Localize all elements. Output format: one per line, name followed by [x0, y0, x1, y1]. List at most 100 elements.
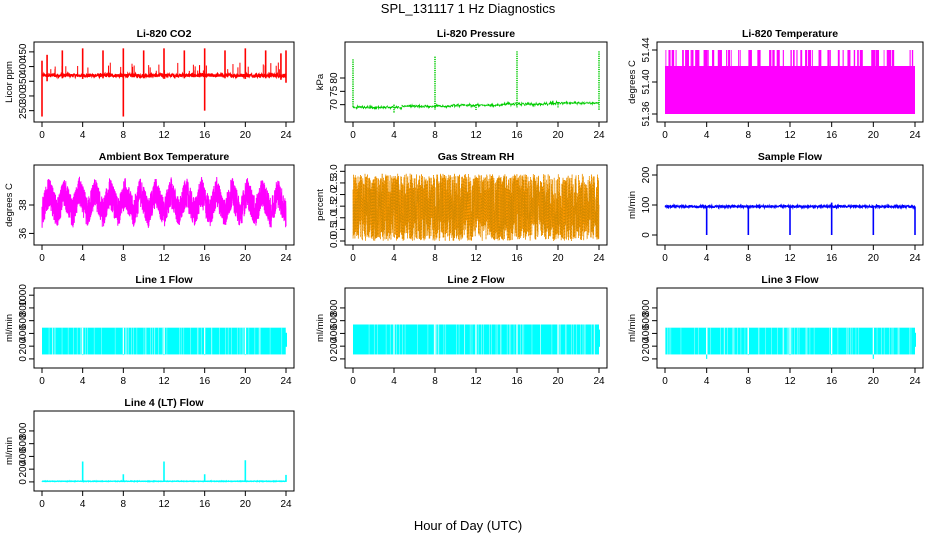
x-tick-label: 0 [350, 253, 356, 264]
temperature-spike [682, 50, 684, 114]
y-tick-label: 400 [18, 58, 29, 75]
y-tick-label: 36 [18, 227, 29, 239]
panel-4: 0 4 8 12 16 20 24 36 38 Ambient Box Temperature de… [4, 151, 295, 264]
temperature-spike [857, 50, 859, 114]
panel-title: Sample Flow [758, 151, 823, 163]
y-tick-label: 400 [18, 448, 29, 465]
temperature-spike [707, 50, 709, 114]
x-tick-label: 24 [909, 130, 921, 141]
x-tick-label: 24 [280, 499, 292, 510]
x-tick-label: 4 [80, 499, 86, 510]
temperature-spike [757, 50, 760, 114]
y-tick-label: 75 [329, 85, 340, 97]
temperature-spike [692, 50, 694, 114]
x-tick-label: 12 [470, 253, 482, 264]
y-tick-label: 600 [18, 312, 29, 329]
temperature-spike [705, 50, 708, 114]
x-tick-label: 20 [240, 253, 252, 264]
x-tick-label: 24 [909, 253, 921, 264]
y-tick-label: 0 [641, 232, 652, 238]
x-tick-label: 4 [704, 376, 710, 387]
x-tick-label: 4 [391, 376, 397, 387]
temperature-spike [739, 50, 741, 114]
y-tick-label: 70 [329, 99, 340, 111]
temperature-spike [887, 50, 890, 114]
temperature-spike [671, 50, 675, 114]
y-tick-label: 800 [329, 299, 340, 316]
temperature-spike [890, 50, 892, 114]
temperature-spike [892, 50, 895, 114]
temperature-spike [712, 50, 715, 114]
y-tick-label: 51.44 [641, 37, 652, 62]
x-tick-label: 24 [909, 376, 921, 387]
temperature-spike [758, 50, 761, 114]
panel-title: Li-820 CO2 [137, 28, 192, 40]
temperature-spike [668, 50, 671, 114]
y-tick-label: 800 [641, 299, 652, 316]
temperature-spike [695, 50, 698, 114]
x-tick-label: 16 [199, 130, 211, 141]
y-tick-label: 350 [18, 72, 29, 89]
panel-ylabel: ml/min [627, 314, 638, 342]
y-tick-label: 80 [329, 72, 340, 84]
x-tick-label: 4 [391, 253, 397, 264]
panel-ylabel: percent [315, 189, 326, 221]
series-line [41, 176, 287, 228]
x-tick-label: 12 [158, 253, 170, 264]
temperature-spike [738, 50, 740, 114]
y-tick-label: 51.40 [641, 69, 652, 94]
x-tick-label: 20 [552, 130, 564, 141]
x-tick-label: 0 [39, 253, 45, 264]
temperature-spike [829, 50, 831, 114]
temperature-spike [782, 50, 784, 114]
temperature-spike [912, 50, 914, 114]
x-tick-label: 20 [868, 253, 880, 264]
x-tick-label: 24 [593, 376, 605, 387]
temperature-spike [847, 50, 850, 114]
x-tick-label: 12 [784, 253, 796, 264]
x-tick-label: 8 [746, 376, 752, 387]
y-tick-label: 800 [18, 299, 29, 316]
temperature-spike [776, 50, 780, 114]
temperature-spike [888, 50, 891, 114]
y-tick-label: 3.0 [329, 164, 340, 178]
panel-ylabel: ml/min [4, 437, 15, 465]
temperature-spike [690, 50, 692, 114]
series-10 [41, 460, 287, 483]
x-tick-label: 0 [350, 130, 356, 141]
temperature-spike [805, 50, 808, 114]
panel-ylabel: Licor ppm [4, 61, 15, 103]
panel-ylabel: ml/min [4, 314, 15, 342]
y-tick-label: 1.0 [329, 210, 340, 224]
temperature-spike [697, 50, 700, 114]
temperature-spike [811, 50, 813, 114]
y-tick-label: 0.0 [329, 234, 340, 248]
x-tick-label: 4 [391, 130, 397, 141]
temperature-spike [793, 50, 795, 114]
temperature-spike [728, 50, 731, 114]
temperature-spike [691, 50, 694, 114]
x-tick-label: 4 [80, 130, 86, 141]
figure-xlabel: Hour of Day (UTC) [413, 518, 523, 533]
temperature-spike [675, 50, 677, 114]
temperature-spike [837, 50, 840, 114]
y-tick-label: 800 [18, 422, 29, 439]
panel-6: 0 4 8 12 16 20 24 0 100 200 Sample Flow ml/min [627, 151, 924, 264]
x-tick-label: 20 [240, 130, 252, 141]
series-5 [352, 173, 600, 242]
x-tick-label: 0 [350, 376, 356, 387]
temperature-spike [827, 50, 830, 114]
y-tick-label: 1.5 [329, 199, 340, 213]
series-3 [665, 50, 915, 114]
temperature-spike [717, 50, 720, 114]
x-tick-label: 24 [280, 130, 292, 141]
y-tick-label: 400 [641, 325, 652, 342]
x-tick-label: 8 [432, 130, 438, 141]
panel-5: 0 4 8 12 16 20 24 0.00.51.01.52.02.53.0 Gas Stre… [315, 151, 608, 264]
x-tick-label: 0 [662, 130, 668, 141]
x-tick-label: 12 [784, 130, 796, 141]
x-tick-label: 8 [746, 253, 752, 264]
y-tick-label: 600 [18, 435, 29, 452]
x-tick-label: 16 [511, 376, 523, 387]
